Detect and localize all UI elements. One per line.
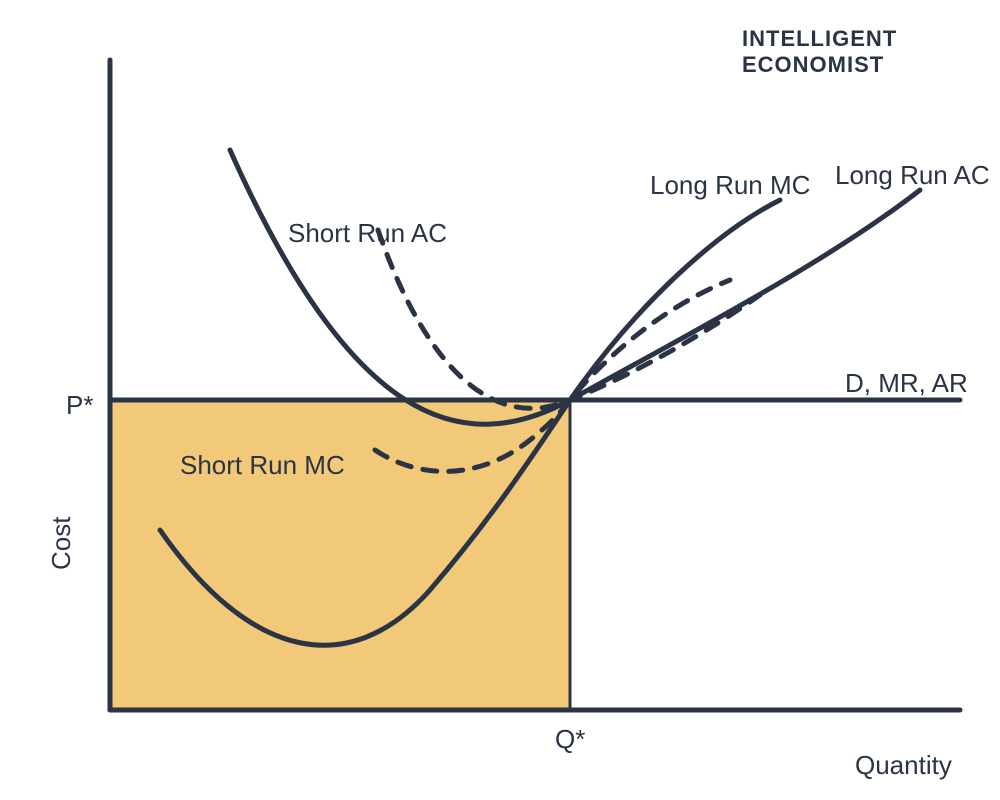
short-run-ac-label: Short Run AC (288, 218, 447, 249)
chart-frame: INTELLIGENT ECONOMIST Quantity Cost P* Q… (0, 0, 1000, 800)
y-axis-label: Cost (46, 517, 77, 570)
watermark-text: INTELLIGENT ECONOMIST (742, 26, 1000, 78)
chart-svg (0, 0, 1000, 800)
demand-label: D, MR, AR (845, 368, 968, 399)
p-star-label: P* (66, 390, 93, 421)
long-run-ac-label: Long Run AC (835, 160, 990, 191)
x-axis-label: Quantity (855, 750, 952, 781)
q-star-label: Q* (555, 724, 585, 755)
long-run-mc-label: Long Run MC (650, 170, 810, 201)
short-run-mc-label: Short Run MC (180, 450, 345, 481)
